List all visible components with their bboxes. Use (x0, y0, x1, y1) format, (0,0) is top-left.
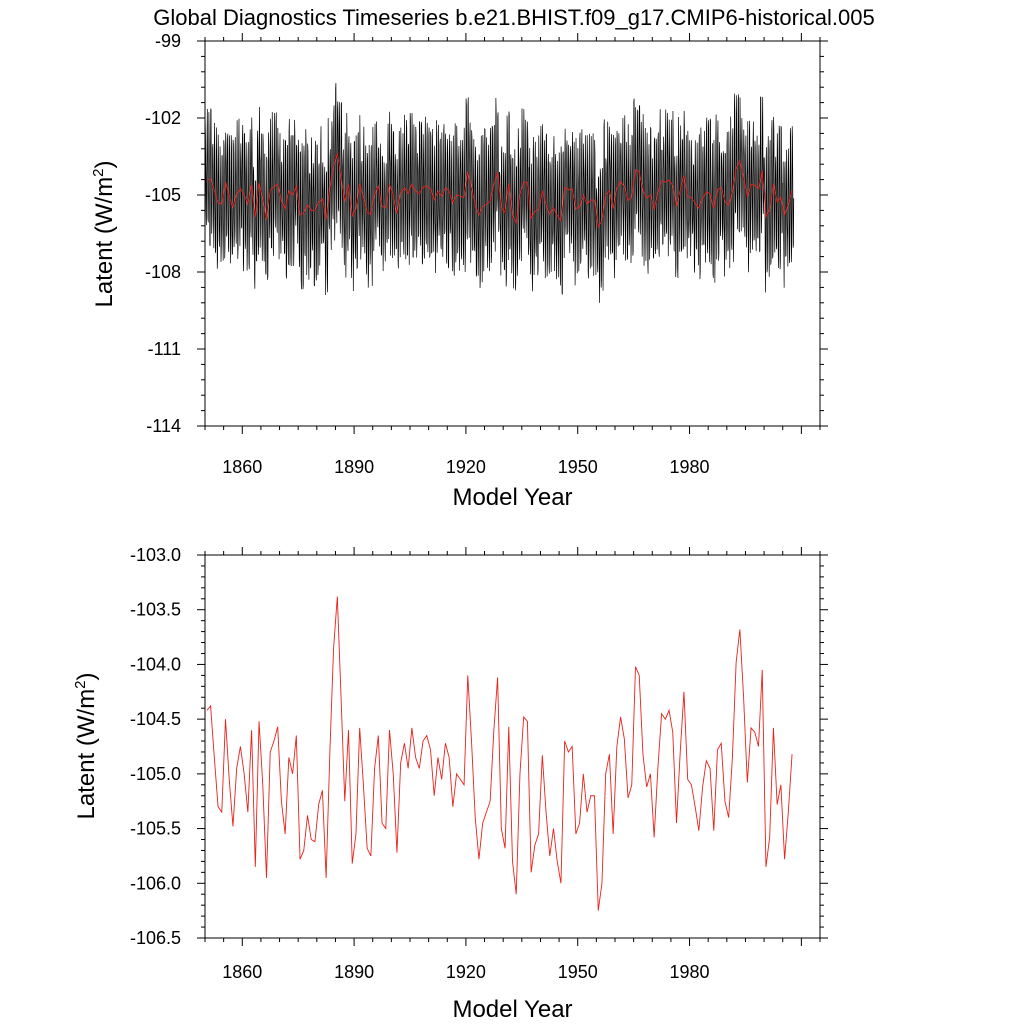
x-tick-label: 1920 (446, 457, 486, 477)
x-axis-label: Model Year (452, 996, 572, 1023)
y-tick-label: -103.0 (130, 545, 181, 565)
annual-mean-series-line (206, 596, 793, 911)
annual-mean-series-line (206, 153, 793, 229)
y-axis-label: Latent (W/m2) (90, 160, 118, 307)
y-tick-label: -103.5 (130, 600, 181, 620)
y-axis-label-main: Latent (W/m (91, 177, 118, 308)
plot-data-layer (205, 82, 795, 303)
x-tick-label: 1860 (222, 457, 262, 477)
x-axis-label: Model Year (452, 484, 572, 511)
y-tick-label: -99 (155, 31, 181, 51)
x-tick-label: 1920 (446, 962, 486, 982)
x-tick-label: 1950 (558, 962, 598, 982)
x-tick-label: 1860 (222, 962, 262, 982)
y-axis-label-close: ) (73, 672, 100, 680)
x-tick-label: 1980 (670, 457, 710, 477)
y-tick-label: -111 (148, 339, 181, 359)
y-tick-label: -104.0 (130, 654, 181, 674)
x-tick-label: 1980 (670, 962, 710, 982)
plot-frame (204, 40, 821, 427)
y-tick-label: -114 (146, 416, 181, 436)
x-tick-label: 1890 (334, 457, 374, 477)
plot-data-layer (206, 596, 793, 911)
axis-ticks (197, 547, 828, 946)
y-tick-label: -106.5 (130, 928, 181, 948)
y-tick-label: -105 (145, 185, 181, 205)
y-axis-label: Latent (W/m2) (72, 672, 100, 819)
x-tick-label: 1950 (558, 457, 598, 477)
y-tick-label: -105.5 (130, 819, 181, 839)
axis-ticks (197, 33, 828, 434)
x-tick-label: 1890 (334, 962, 374, 982)
y-tick-label: -108 (145, 262, 181, 282)
bottom-panel-annual-mean: 1860 1890 1920 1950 1980 -106.5 -106.0 -105.5 -1… (72, 545, 828, 1023)
y-tick-label: -102 (145, 108, 181, 128)
y-axis-label-main: Latent (W/m (73, 689, 100, 820)
monthly-series-line (205, 82, 795, 303)
y-axis-label-superscript: 2 (90, 168, 107, 176)
top-panel-monthly-and-annual: 1860 1890 1920 1950 1980 -114 -111 -108 -105 -102… (90, 31, 828, 511)
plot-frame (204, 554, 821, 939)
figure-title: Global Diagnostics Timeseries b.e21.BHIS… (153, 5, 874, 30)
y-tick-label: -105.0 (130, 764, 181, 784)
y-tick-label: -104.5 (130, 709, 181, 729)
y-axis-label-close: ) (91, 160, 118, 168)
y-tick-label: -106.0 (130, 873, 181, 893)
y-axis-label-superscript: 2 (72, 680, 89, 688)
